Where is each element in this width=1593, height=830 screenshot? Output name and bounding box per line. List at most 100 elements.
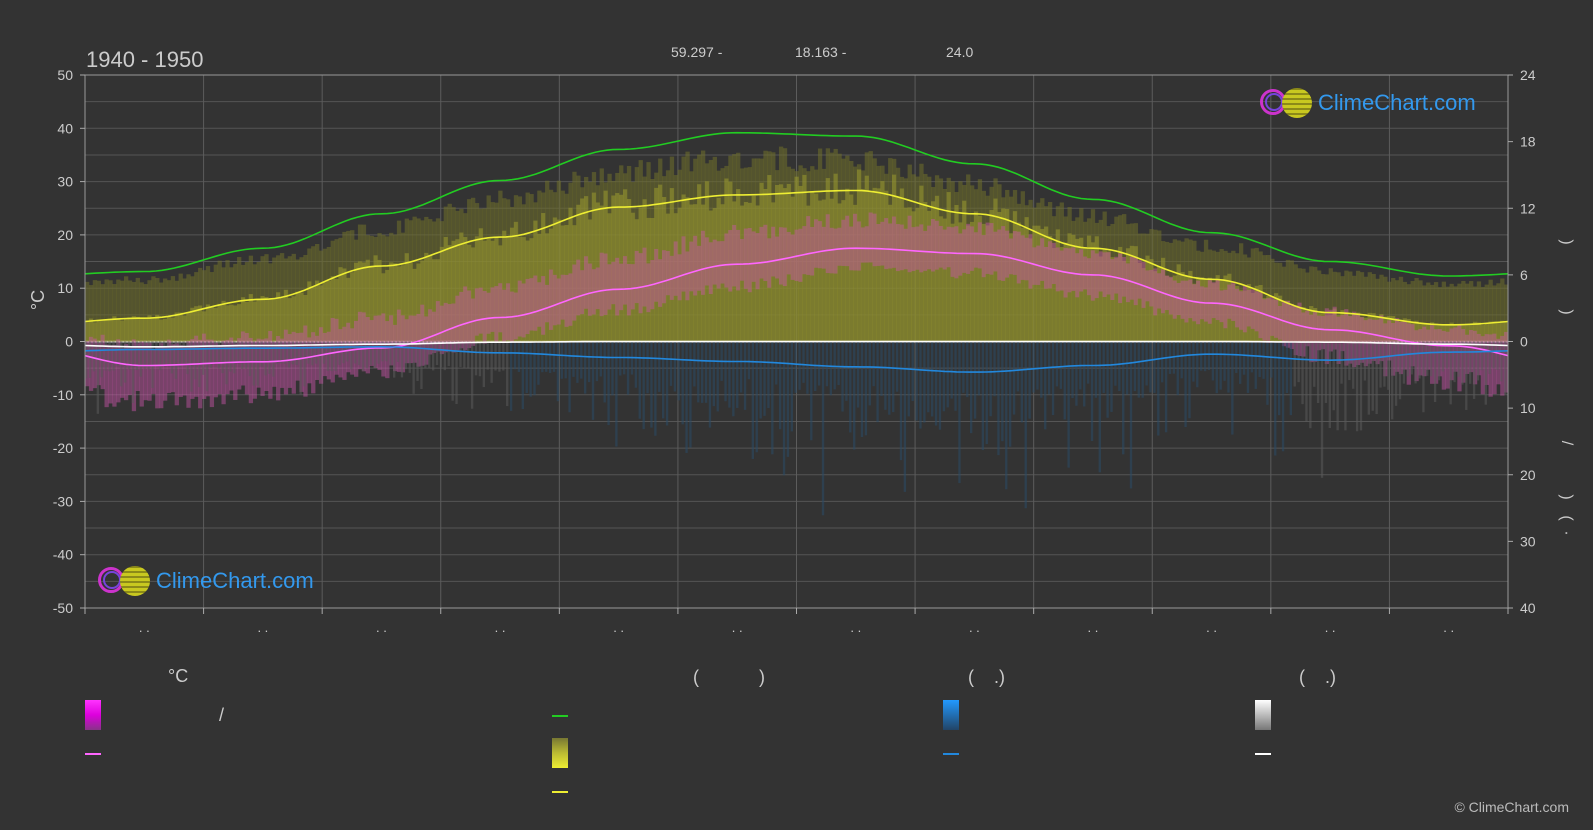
temperature-range-bar (623, 256, 628, 305)
daylight-bar (108, 280, 113, 342)
sunshine-bar (1094, 236, 1100, 342)
sunshine-bar (194, 306, 199, 342)
sunshine-bar (697, 184, 702, 342)
precipitation-bar (771, 341, 774, 455)
temperature-range-bar (907, 215, 912, 273)
sunshine-bar (1340, 310, 1345, 342)
precipitation-bar (248, 341, 252, 377)
sunshine-bar (1032, 225, 1037, 342)
sunshine-bar (1075, 238, 1080, 342)
precipitation-bar (548, 341, 552, 373)
axes: 50 40 30 20 10 0 -10 -20 -30 -40 -50 24 18 12 6 0 10 20 30… (53, 67, 1575, 635)
sunshine-bar (630, 212, 636, 342)
precipitation-bar (209, 341, 213, 368)
sunshine-bar (244, 301, 250, 342)
temperature-range-bar (447, 304, 452, 351)
sunshine-bar (981, 223, 986, 342)
sunshine-bar (942, 218, 947, 342)
sunshine-bar (958, 222, 963, 342)
brand-name: ClimeChart.com (1318, 90, 1476, 115)
precipitation-bar (751, 341, 755, 459)
y2-axis-label: ) (1558, 309, 1575, 314)
sunshine-bar (587, 219, 593, 342)
sunshine-bar (1426, 323, 1431, 342)
precipitation-bar (1203, 341, 1207, 372)
daylight-bar (131, 281, 137, 342)
sunshine-bar (1277, 295, 1283, 342)
precipitation-bar (408, 341, 411, 373)
precipitation-bar (693, 341, 696, 387)
precipitation-bar (357, 341, 361, 366)
sunshine-bar (1313, 307, 1318, 342)
temperature-range-bar (506, 283, 511, 341)
precipitation-bar (1391, 341, 1394, 420)
precipitation-bar (455, 341, 458, 404)
sunshine-bar (1379, 314, 1384, 342)
temperature-range-bar (931, 218, 936, 272)
temperature-range-bar (1071, 247, 1076, 291)
precipitation-bar (977, 341, 981, 396)
temperature-range-bar (1137, 260, 1142, 299)
precipitation-bar (685, 341, 688, 453)
precipitation-bar (1098, 341, 1101, 473)
temperature-range-bar (474, 288, 480, 336)
temperature-range-bar (736, 229, 741, 291)
daylight-bar (174, 280, 179, 342)
precipitation-bar (1262, 341, 1265, 379)
sunshine-bar (490, 240, 495, 342)
daylight-bar (143, 284, 148, 342)
precipitation-bar (467, 341, 470, 369)
temperature-range-bar (1079, 249, 1084, 292)
temperature-range-bar (1133, 257, 1139, 306)
daylight-bar (178, 273, 183, 342)
daylight-bar (1496, 283, 1501, 342)
temperature-range-bar (1102, 252, 1107, 297)
daylight-bar (1433, 282, 1439, 342)
precipitation-bar (1125, 341, 1129, 395)
precipitation-bar (1433, 341, 1437, 402)
precipitation-bar (856, 341, 860, 408)
precipitation-bar (1410, 341, 1413, 375)
temperature-range-bar (892, 216, 897, 268)
temperature-range-bar (1188, 279, 1193, 319)
temperature-range-bar (876, 223, 881, 266)
daylight-bar (205, 266, 211, 342)
sunshine-bar (1394, 320, 1400, 342)
sunshine-bar (159, 319, 164, 342)
precipitation-bar (541, 341, 544, 373)
precipitation-bar (560, 341, 563, 379)
temperature-range-bar (704, 237, 710, 286)
sunshine-bar (229, 304, 234, 342)
precipitation-bar (1036, 341, 1039, 390)
precipitation-bar (389, 341, 392, 366)
precipitation-bar (1207, 341, 1211, 371)
precipitation-bar (509, 341, 513, 411)
daylight-bar (88, 285, 94, 342)
daylight-bar (170, 276, 176, 342)
precipitation-bar (958, 341, 961, 484)
sunshine-bar (416, 263, 421, 342)
precipitation-bar (1387, 341, 1390, 390)
temperature-range-bar (895, 224, 901, 272)
temperature-range-bar (825, 214, 831, 274)
sunshine-bar (884, 190, 889, 342)
sunshine-bar (1024, 217, 1029, 342)
sunshine-bar (1414, 320, 1419, 342)
temperature-range-bar (716, 241, 721, 289)
sunshine-bar (307, 281, 312, 342)
precipitation-bar (790, 341, 793, 432)
temperature-range-bar (420, 304, 425, 366)
sunshine-bar (420, 260, 425, 342)
daylight-bar (1461, 280, 1466, 342)
sunshine-bar (938, 216, 944, 342)
sunshine-bar (1207, 277, 1213, 342)
precipitation-bar (607, 341, 610, 426)
sunshine-bar (845, 188, 850, 342)
y-tick-label: 0 (65, 334, 73, 350)
precipitation-bar (1059, 341, 1062, 389)
sunshine-bar (642, 199, 647, 342)
temperature-range-bar (1106, 252, 1111, 295)
precipitation-bar (1336, 341, 1339, 431)
precipitation-bar (1024, 341, 1027, 509)
